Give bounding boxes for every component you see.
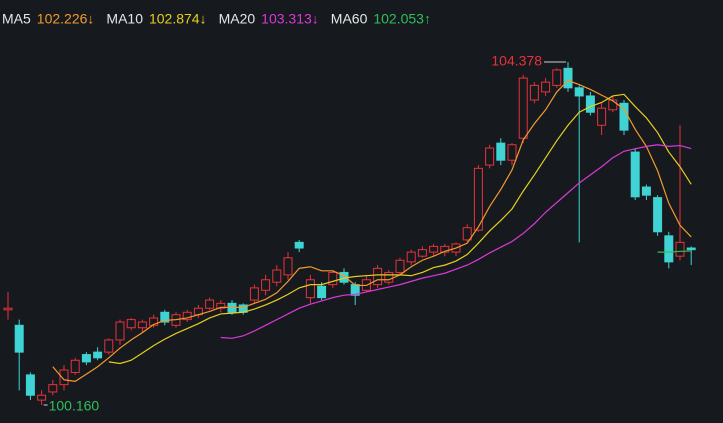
candle-body [473, 167, 483, 231]
legend-value: 102.053↑ [373, 11, 431, 27]
candle-body [496, 142, 506, 161]
candle-body [126, 319, 136, 329]
candle-body [440, 245, 450, 253]
ma-line [52, 79, 692, 383]
candle-body [25, 374, 35, 396]
candle-body [81, 354, 91, 363]
candle-body [518, 77, 528, 139]
candle-body [406, 251, 416, 263]
candle-body [597, 107, 607, 126]
candle-body [529, 84, 539, 101]
candle-body [272, 269, 282, 283]
legend-value: 102.874↓ [149, 11, 207, 27]
candle-body [182, 311, 192, 321]
candle-body [37, 394, 47, 401]
low-annotation: 100.160 [49, 398, 100, 414]
candle-body [417, 249, 427, 257]
candle-body [317, 285, 327, 299]
candle-body [653, 197, 663, 233]
candle-body [328, 271, 338, 286]
candle-body [216, 302, 226, 309]
candle-body [574, 87, 584, 97]
candle-body [686, 247, 696, 251]
ma-line [657, 250, 692, 253]
candle-body [93, 351, 103, 359]
candle-body [149, 317, 159, 326]
candle-body [160, 311, 170, 323]
candle-body [641, 186, 651, 196]
candle-body [104, 339, 114, 353]
candle-body [261, 279, 271, 291]
candle-body [205, 299, 215, 309]
candle-body [585, 95, 595, 113]
candle-body [70, 359, 80, 373]
ma-line [108, 93, 692, 365]
candle-body [249, 287, 259, 301]
candle-body [373, 267, 383, 286]
candle-body [552, 69, 562, 86]
candle-body [305, 279, 315, 299]
candle-body [630, 151, 640, 198]
candle-body [429, 245, 439, 253]
candle-body [462, 227, 472, 241]
legend-value: 102.226↓ [37, 11, 95, 27]
candle-body [384, 271, 394, 283]
candle-body [115, 321, 125, 341]
candle-body [675, 241, 685, 257]
candle-body [137, 321, 147, 329]
legend-name: MA5 [2, 11, 31, 27]
candle-body [563, 67, 573, 89]
candle-body [485, 147, 495, 166]
legend-name: MA20 [219, 11, 256, 27]
candle-body [14, 324, 24, 353]
candle-body [294, 241, 304, 249]
high-annotation: 104.378 [491, 53, 542, 69]
legend: MA5 102.226↓ MA10 102.874↓ MA20 103.313↓ MA60 1… [2, 11, 431, 27]
candle-body [608, 99, 618, 111]
candle-body [59, 369, 69, 386]
candle-body [395, 259, 405, 273]
candle-body [541, 81, 551, 93]
candle-body [507, 144, 517, 161]
candle-body [664, 235, 674, 263]
candle-body [283, 257, 293, 276]
legend-name: MA10 [106, 11, 143, 27]
ma-line [220, 144, 692, 339]
candle-body [350, 284, 360, 296]
candle-body [48, 384, 58, 393]
legend-name: MA60 [331, 11, 368, 27]
candle-body [3, 307, 13, 311]
legend-value: 103.313↓ [261, 11, 319, 27]
